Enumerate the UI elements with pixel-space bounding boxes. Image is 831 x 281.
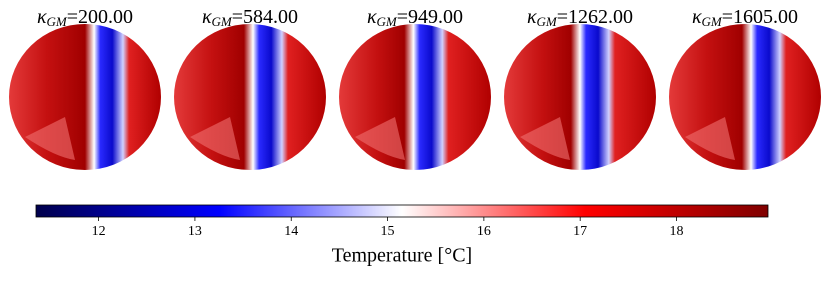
colorbar-tick-label: 13 [188, 224, 202, 239]
title-subscript: GM [702, 14, 723, 29]
title-symbol: κ [37, 6, 47, 28]
colorbar-tick-label: 16 [477, 224, 491, 239]
title-value: =1262.00 [557, 6, 633, 28]
panel-title: κGM=584.00 [202, 6, 298, 29]
title-subscript: GM [377, 14, 398, 29]
temperature-field [174, 24, 326, 170]
field-detail [520, 117, 570, 160]
title-subscript: GM [47, 14, 68, 29]
colorbar-tick-label: 17 [573, 224, 587, 239]
title-symbol: κ [367, 6, 377, 28]
temperature-field [504, 24, 656, 170]
temperature-field [9, 24, 161, 170]
colorbar-tick-label: 12 [92, 224, 106, 239]
field-detail [685, 117, 735, 160]
panel-title: κGM=200.00 [37, 6, 133, 29]
field-detail [355, 117, 405, 160]
colorbar-tick-label: 18 [670, 224, 684, 239]
colorbar-label: Temperature [°C] [332, 245, 472, 267]
title-symbol: κ [527, 6, 537, 28]
title-symbol: κ [202, 6, 212, 28]
colorbar-tick-label: 15 [381, 224, 395, 239]
colorbar-tick-label: 14 [284, 224, 298, 239]
colorbar [35, 204, 769, 218]
panel-title: κGM=1605.00 [692, 6, 798, 29]
field-detail [25, 117, 75, 160]
panel-title: κGM=1262.00 [527, 6, 633, 29]
title-value: =200.00 [67, 6, 133, 28]
title-value: =584.00 [232, 6, 298, 28]
temperature-field [669, 24, 821, 170]
title-value: =949.00 [397, 6, 463, 28]
panel-title: κGM=949.00 [367, 6, 463, 29]
title-subscript: GM [212, 14, 233, 29]
title-subscript: GM [537, 14, 558, 29]
temperature-field [339, 24, 491, 170]
title-symbol: κ [692, 6, 702, 28]
title-value: =1605.00 [722, 6, 798, 28]
field-detail [190, 117, 240, 160]
